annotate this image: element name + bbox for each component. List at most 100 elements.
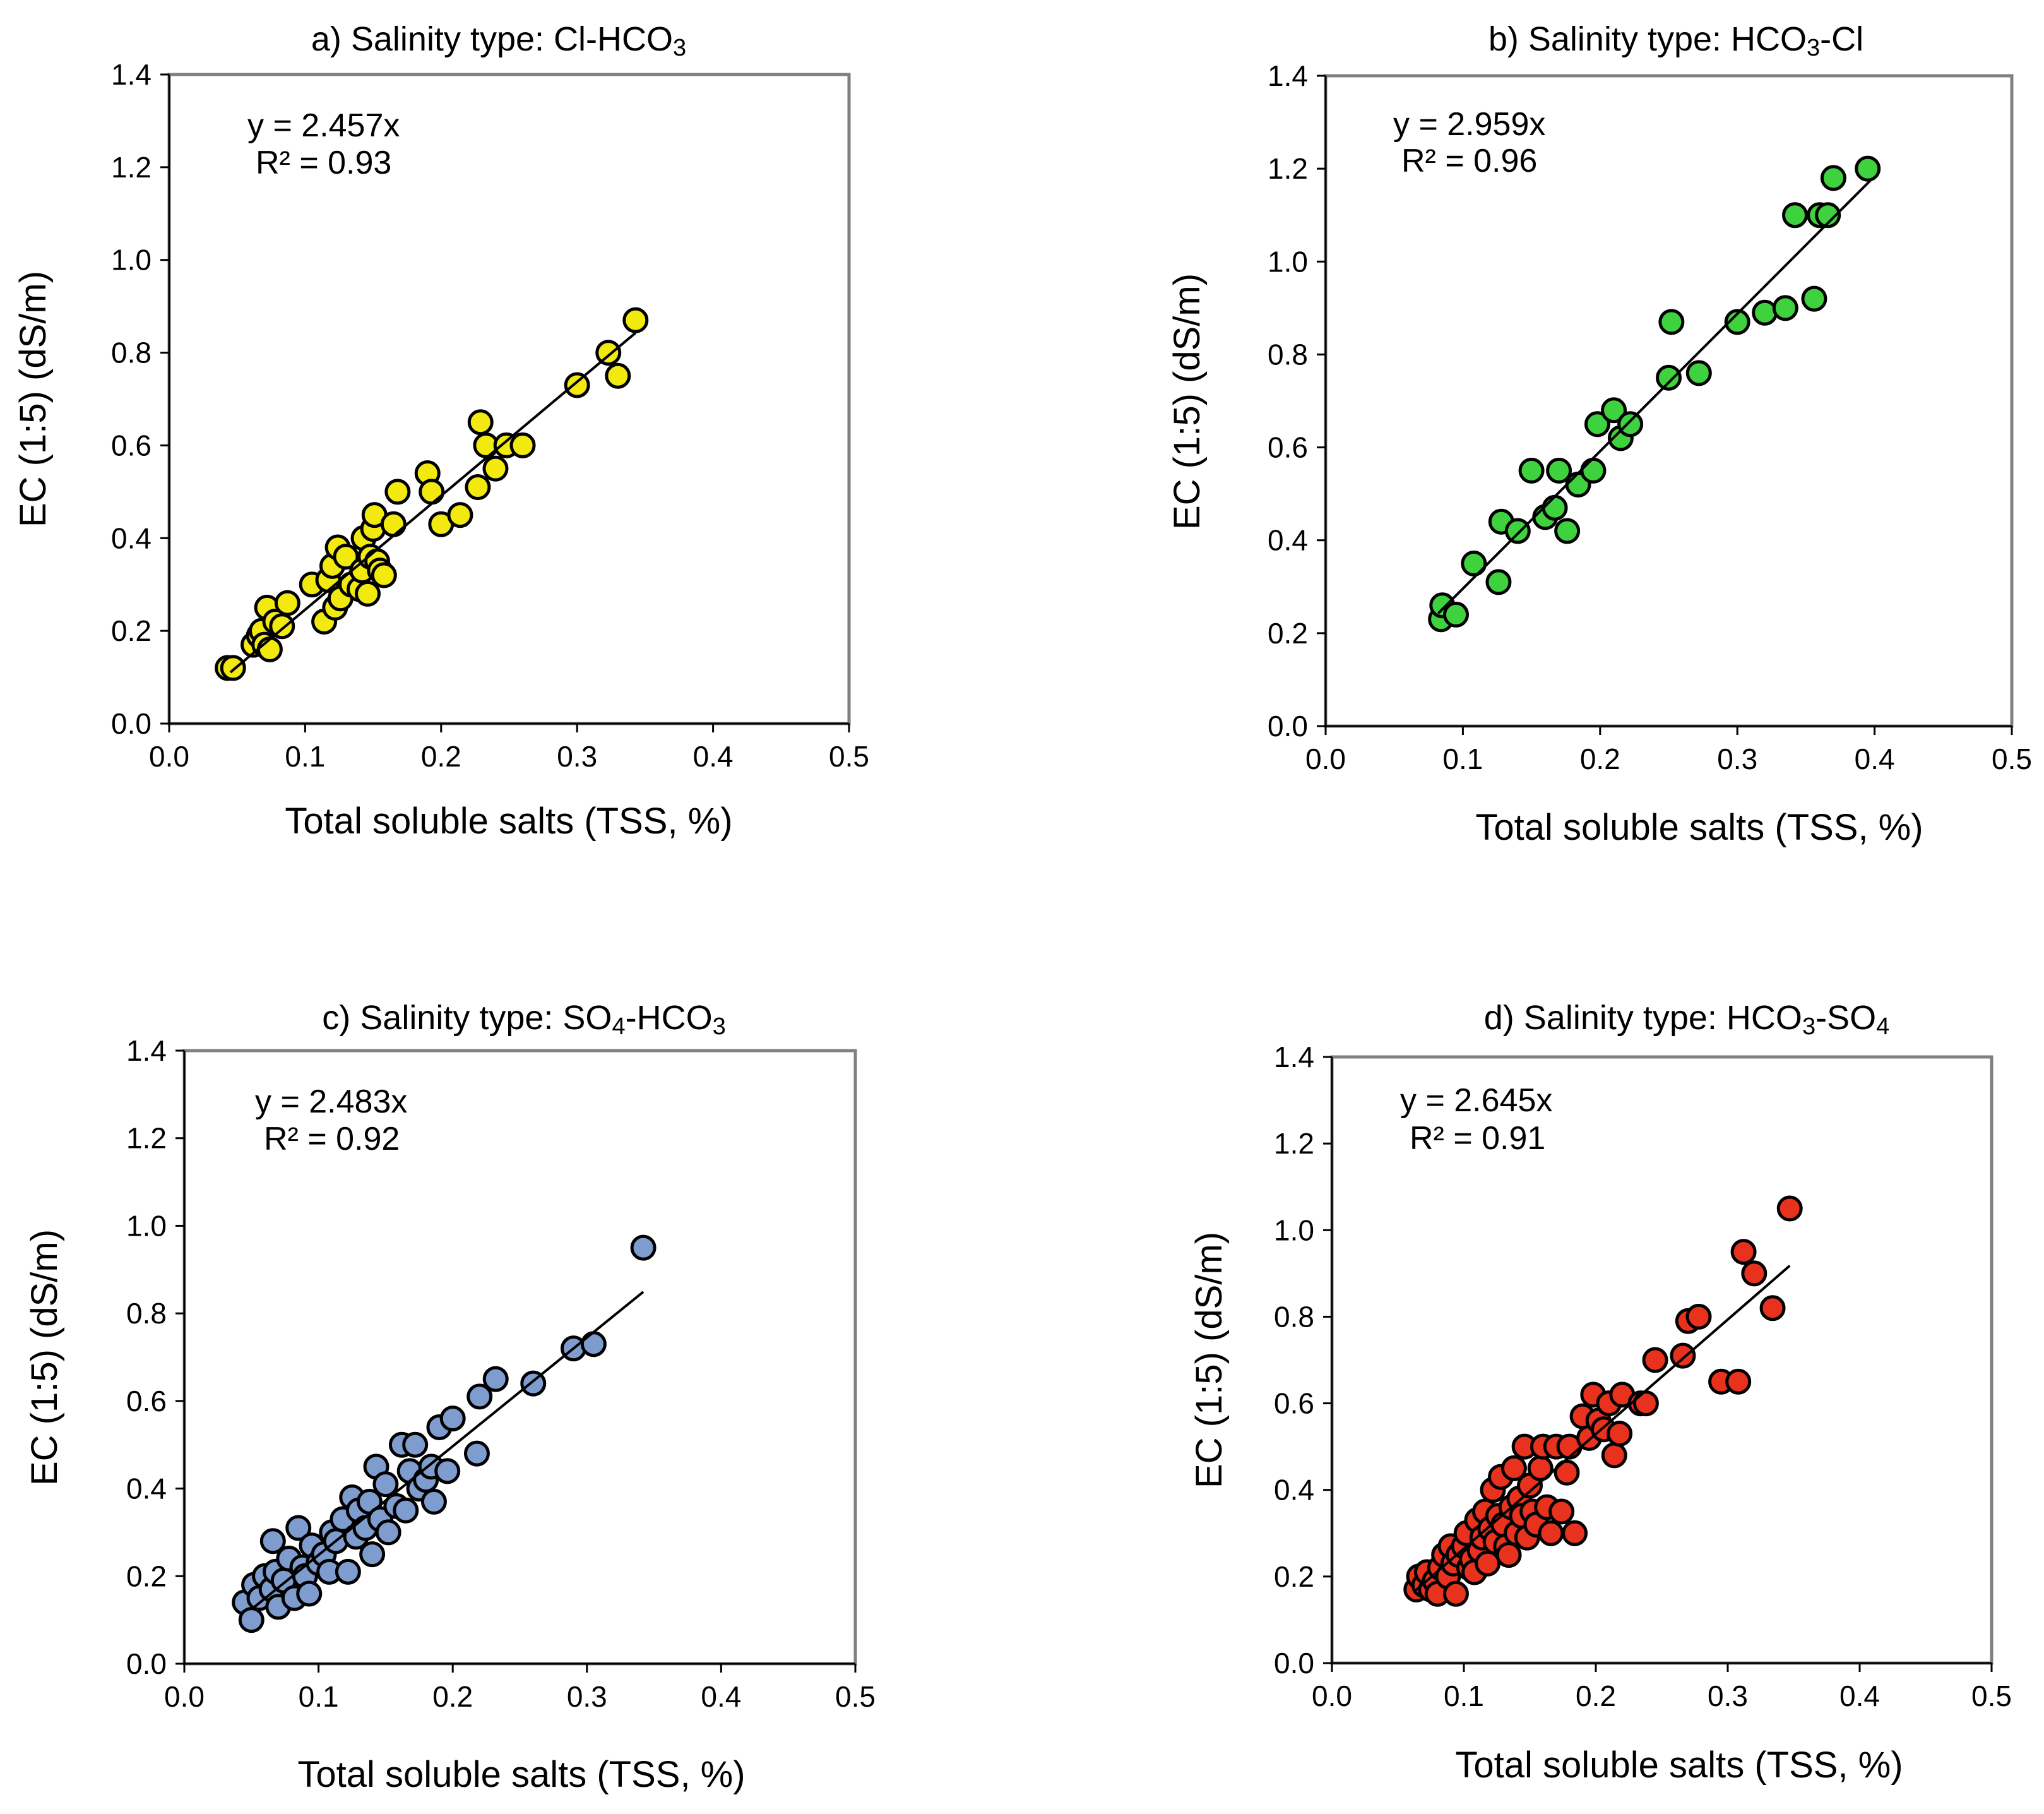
data-point-c (359, 1541, 386, 1568)
y-tick-label: 1.4 (126, 1034, 167, 1067)
equation-d: y = 2.645x (1400, 1082, 1552, 1119)
data-point-a (354, 580, 381, 607)
data-point-d (1548, 1498, 1575, 1525)
y-tick-label: 1.0 (126, 1209, 167, 1242)
x-axis-label-d: Total soluble salts (TSS, %) (1455, 1745, 1903, 1786)
chart-title-d: d) Salinity type: HCO3-SO4 (1484, 999, 1889, 1040)
data-point-d (1475, 1550, 1501, 1577)
data-point-b (1542, 494, 1568, 521)
data-point-a (622, 307, 649, 333)
data-point-b (1772, 295, 1798, 321)
data-point-d (1670, 1342, 1696, 1369)
marks-d: 0.0 0.1 0.2 0.3 0.4 0.5 0.0 0.2 0.4 0.6 0.8 1.0 1.2 1… (1274, 1041, 2012, 1712)
data-point-b (1724, 309, 1750, 335)
data-point-b (1504, 518, 1531, 544)
x-tick-label: 0.0 (1305, 743, 1346, 775)
panel-d: d) Salinity type: HCO3-SO4 0.0 0.1 0.2 0.3 0… (1189, 999, 2012, 1786)
data-point-d (1741, 1260, 1768, 1287)
y-tick-label: 1.2 (1268, 152, 1308, 185)
data-point-b (1685, 360, 1712, 386)
data-point-a (419, 479, 445, 505)
data-point-b (1801, 285, 1827, 312)
data-point-c (259, 1528, 286, 1554)
data-point-d (1500, 1455, 1527, 1481)
y-axis-label-a: EC (1:5) (dS/m) (13, 271, 54, 527)
x-tick-label: 0.5 (1992, 743, 2032, 775)
data-point-a (564, 372, 590, 398)
data-point-a (482, 455, 509, 482)
data-point-a (595, 340, 622, 366)
y-tick-label: 1.4 (1268, 59, 1308, 92)
data-point-c (285, 1515, 312, 1541)
data-point-d (1554, 1459, 1580, 1486)
y-tick-label: 1.4 (111, 58, 152, 91)
data-point-c (393, 1497, 419, 1524)
data-point-c (580, 1331, 607, 1358)
trend-line-d (1414, 1265, 1791, 1592)
data-point-d (1725, 1368, 1752, 1395)
y-tick-label: 0.0 (1274, 1647, 1314, 1680)
y-tick-label: 0.0 (126, 1647, 167, 1680)
data-point-d (1495, 1542, 1522, 1568)
data-point-b (1546, 457, 1572, 484)
x-tick-label: 0.3 (1708, 1680, 1748, 1712)
data-point-b (1658, 309, 1685, 335)
data-point-c (375, 1519, 401, 1546)
x-tick-label: 0.5 (1971, 1680, 2012, 1712)
marks-a: 0.0 0.1 0.2 0.3 0.4 0.5 0.0 0.2 0.4 0.6 0.8 1.0 1.2 1… (111, 58, 869, 773)
data-point-b (1485, 569, 1512, 595)
x-tick-label: 0.0 (164, 1680, 205, 1713)
x-tick-label: 0.0 (149, 740, 189, 773)
data-point-b (1617, 411, 1644, 438)
data-point-c (335, 1558, 361, 1585)
y-tick-label: 0.6 (1268, 431, 1308, 464)
x-tick-label: 0.2 (421, 740, 461, 773)
y-tick-label: 0.4 (1274, 1474, 1314, 1507)
data-point-a (384, 479, 411, 505)
data-point-b (1782, 202, 1809, 229)
y-tick-label: 0.2 (1274, 1560, 1314, 1593)
data-point-a (333, 544, 359, 570)
x-tick-label: 0.4 (693, 740, 734, 773)
y-tick-label: 0.2 (126, 1560, 167, 1592)
x-tick-label: 0.2 (1576, 1680, 1616, 1712)
trend-line-c (251, 1291, 645, 1611)
panel-a: a) Salinity type: Cl-HCO3 0.0 0.1 0.2 0.3 0.… (13, 20, 869, 842)
trend-line-a (229, 331, 637, 674)
data-point-b (1752, 299, 1778, 326)
x-tick-label: 0.4 (1855, 743, 1895, 775)
data-point-b (1815, 202, 1841, 229)
y-tick-label: 1.2 (111, 151, 152, 184)
x-tick-label: 0.2 (1580, 743, 1620, 775)
data-point-d (1642, 1347, 1668, 1373)
equation-b: y = 2.959x (1393, 106, 1545, 143)
y-tick-label: 1.4 (1274, 1041, 1314, 1073)
x-tick-label: 0.3 (1717, 743, 1757, 775)
chart-title-b: b) Salinity type: HCO3-Cl (1488, 20, 1863, 61)
x-tick-label: 0.1 (285, 740, 325, 773)
y-tick-label: 1.2 (1274, 1127, 1314, 1160)
data-point-d (1730, 1239, 1757, 1265)
data-point-b (1580, 457, 1607, 484)
marks-c: 0.0 0.1 0.2 0.3 0.4 0.5 0.0 0.2 0.4 0.6 0.8 1.0 1.2 1… (126, 1034, 876, 1713)
data-point-d (1538, 1520, 1564, 1546)
data-point-c (420, 1488, 447, 1515)
y-axis-label-c: EC (1:5) (dS/m) (24, 1229, 65, 1486)
data-point-d (1632, 1390, 1659, 1417)
data-point-b (1443, 601, 1470, 628)
x-tick-label: 0.0 (1312, 1680, 1352, 1712)
y-tick-label: 0.4 (126, 1472, 167, 1505)
equation-a: y = 2.457x (247, 107, 400, 144)
y-axis-label-d: EC (1:5) (dS/m) (1189, 1232, 1230, 1488)
x-tick-label: 0.1 (1444, 1680, 1484, 1712)
data-point-c (296, 1580, 323, 1607)
y-tick-label: 0.2 (111, 614, 152, 647)
chart-title-a: a) Salinity type: Cl-HCO3 (311, 20, 686, 61)
data-point-a (380, 511, 407, 537)
y-tick-label: 0.8 (126, 1297, 167, 1330)
data-point-b (1601, 397, 1627, 424)
y-axis-label-b: EC (1:5) (dS/m) (1167, 273, 1208, 530)
data-point-c (402, 1431, 429, 1458)
data-point-d (1607, 1421, 1633, 1447)
